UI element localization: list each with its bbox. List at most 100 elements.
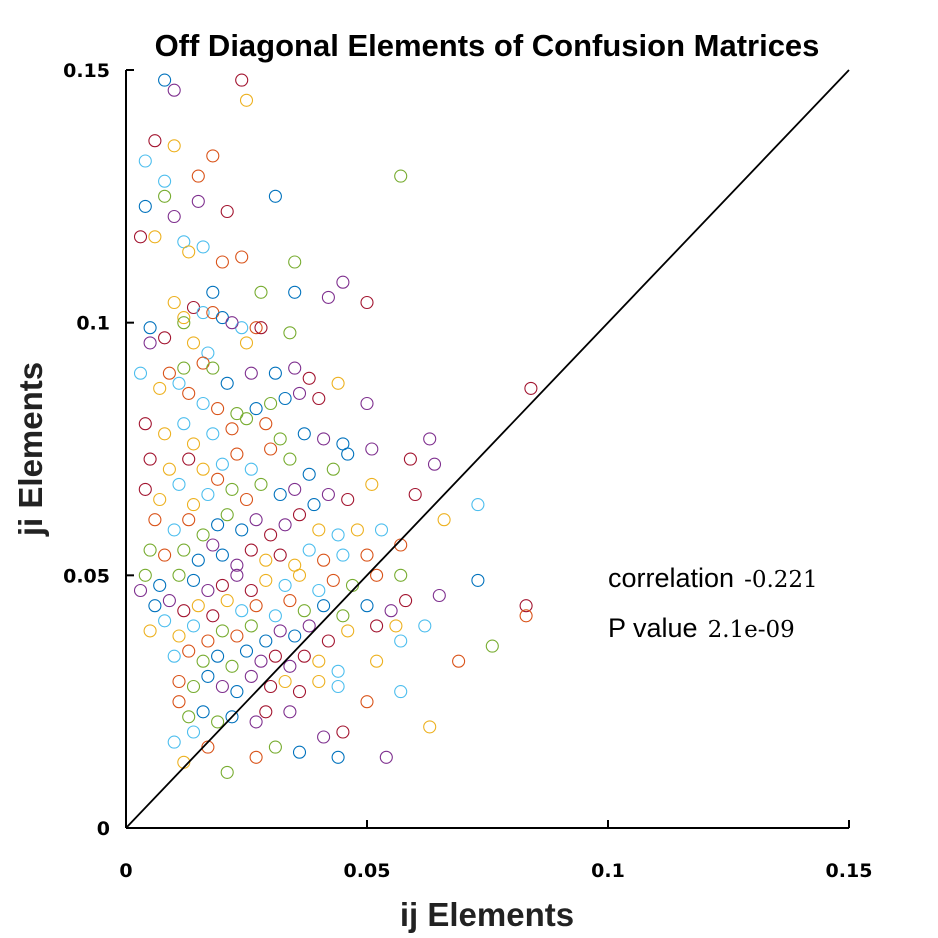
data-point [182,386,196,400]
data-point [288,255,302,269]
data-point [297,427,311,441]
data-point [399,594,413,608]
data-point [215,548,229,562]
data-point [220,204,234,219]
data-point [259,417,273,431]
data-point [423,720,437,734]
data-point [211,715,225,729]
data-point [196,240,210,254]
data-point [321,634,335,648]
data-point [138,199,152,213]
data-point [220,376,234,390]
data-point [331,750,345,764]
data-point [201,634,215,648]
data-point [225,316,239,330]
x-tick-label: 0.1 [591,860,625,882]
data-point [182,452,196,466]
data-point [317,730,331,744]
data-point [148,513,162,527]
data-point [138,154,152,168]
data-point [172,629,186,643]
data-point [230,629,244,643]
x-tick-label: 0.05 [344,860,391,882]
data-point [138,568,152,582]
data-point [167,523,181,537]
data-point [133,366,148,380]
data-point [235,250,249,264]
data-point [225,659,239,673]
data-point [403,452,417,466]
data-point [206,285,220,299]
data-point [215,457,229,471]
data-point [182,245,196,259]
data-point [379,750,393,764]
data-point [244,619,258,633]
data-point [196,306,210,320]
data-point [331,679,345,694]
data-point [172,674,186,689]
data-point [292,386,307,400]
data-point [239,93,254,107]
data-point [153,381,167,395]
data-point [360,548,374,562]
data-point [206,361,220,375]
data-point [283,659,297,673]
data-point [524,381,538,395]
data-point [235,73,249,87]
data-point [167,83,181,97]
data-point [177,311,191,325]
data-point [394,634,408,648]
y-tick-label: 0.05 [63,565,110,587]
data-point [191,194,205,208]
chart-title: Off Diagonal Elements of Confusion Matri… [155,28,820,63]
data-point [360,295,374,310]
data-point [239,644,254,658]
data-point [177,417,191,431]
data-point [302,371,316,385]
data-point [374,523,389,537]
data-point [167,295,181,310]
data-point [312,654,326,668]
data-point [336,725,350,739]
data-point [182,710,196,724]
data-point [158,189,172,203]
x-axis-label: ij Elements [400,896,574,933]
y-tick-label: 0.1 [76,313,110,335]
pvalue-label: P value [608,613,698,643]
data-point [172,477,186,491]
data-point [394,685,408,699]
data-point [283,705,297,719]
data-point [259,705,273,719]
data-point [167,209,181,224]
data-point [196,654,210,668]
data-point [278,674,292,689]
data-point [244,669,258,683]
data-point [273,624,287,638]
data-point [186,725,201,739]
data-point [133,583,148,598]
data-point [186,679,201,694]
data-point [177,543,191,557]
data-point [215,624,229,638]
correlation-label: correlation [608,563,734,593]
data-point [273,487,287,502]
data-point [312,674,326,689]
data-point [215,679,229,694]
pvalue-value: 2.1e-09 [708,617,795,643]
data-point [143,321,157,335]
data-point [268,740,282,754]
data-point [297,649,311,663]
data-point [186,498,201,512]
data-point [158,331,172,345]
data-point [249,715,263,729]
data-point [186,573,201,587]
data-point [288,285,302,299]
y-ticks: 0 0.05 0.1 0.15 [63,60,134,840]
data-point [302,619,316,633]
data-point [211,649,225,663]
data-point [389,619,403,633]
data-point [254,321,268,335]
data-point [239,492,254,507]
data-point [288,361,302,375]
